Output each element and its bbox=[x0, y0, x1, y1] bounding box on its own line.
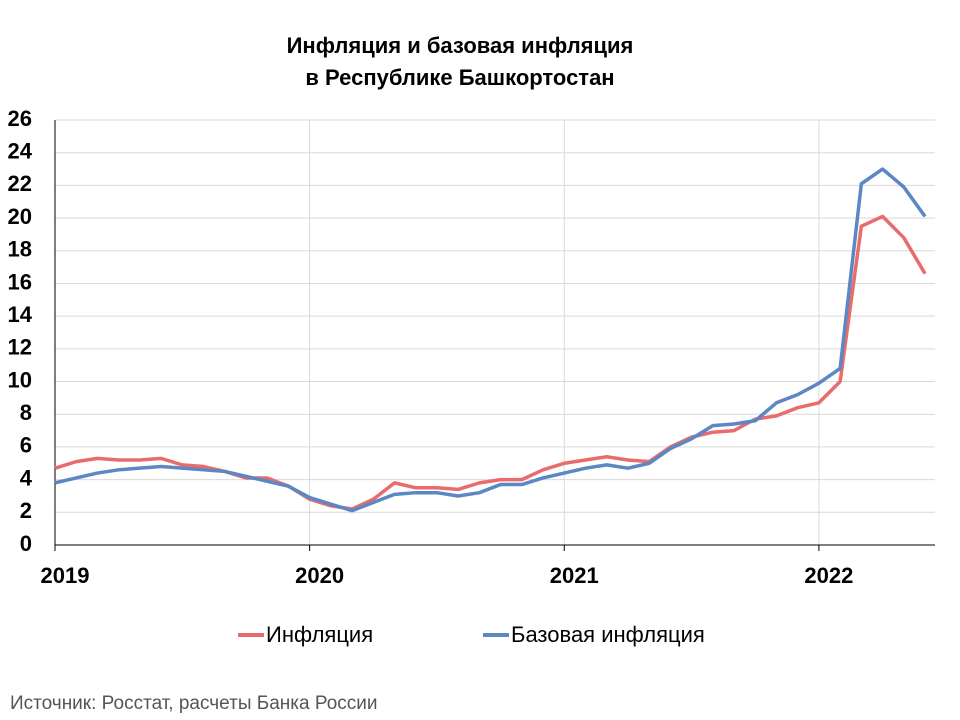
legend-label: Базовая инфляция bbox=[511, 622, 705, 647]
y-tick-label: 22 bbox=[8, 171, 32, 196]
x-tick-label: 2022 bbox=[804, 563, 853, 588]
source: Источник: Росстат, расчеты Банка России bbox=[10, 693, 378, 714]
y-tick-label: 6 bbox=[20, 433, 32, 458]
chart-title: в Республике Башкортостан bbox=[305, 65, 614, 90]
y-tick-label: 20 bbox=[8, 204, 32, 229]
y-tick-label: 26 bbox=[8, 106, 32, 131]
legend-label: Инфляция bbox=[266, 622, 373, 647]
x-tick-label: 2021 bbox=[550, 563, 599, 588]
chart-title: Инфляция и базовая инфляция bbox=[287, 33, 634, 58]
y-tick-label: 18 bbox=[8, 237, 32, 262]
series-line bbox=[54, 214, 927, 511]
y-tick-label: 12 bbox=[8, 335, 32, 360]
y-tick-label: 4 bbox=[20, 465, 33, 490]
y-tick-label: 24 bbox=[8, 139, 33, 164]
y-tick-label: 10 bbox=[8, 367, 32, 392]
y-tick-label: 8 bbox=[20, 400, 32, 425]
x-tick-label: 2020 bbox=[295, 563, 344, 588]
y-tick-label: 0 bbox=[20, 531, 32, 556]
series-line bbox=[54, 167, 927, 513]
y-tick-label: 16 bbox=[8, 269, 32, 294]
y-tick-label: 14 bbox=[8, 302, 33, 327]
y-tick-label: 2 bbox=[20, 498, 32, 523]
x-tick-label: 2019 bbox=[41, 563, 90, 588]
